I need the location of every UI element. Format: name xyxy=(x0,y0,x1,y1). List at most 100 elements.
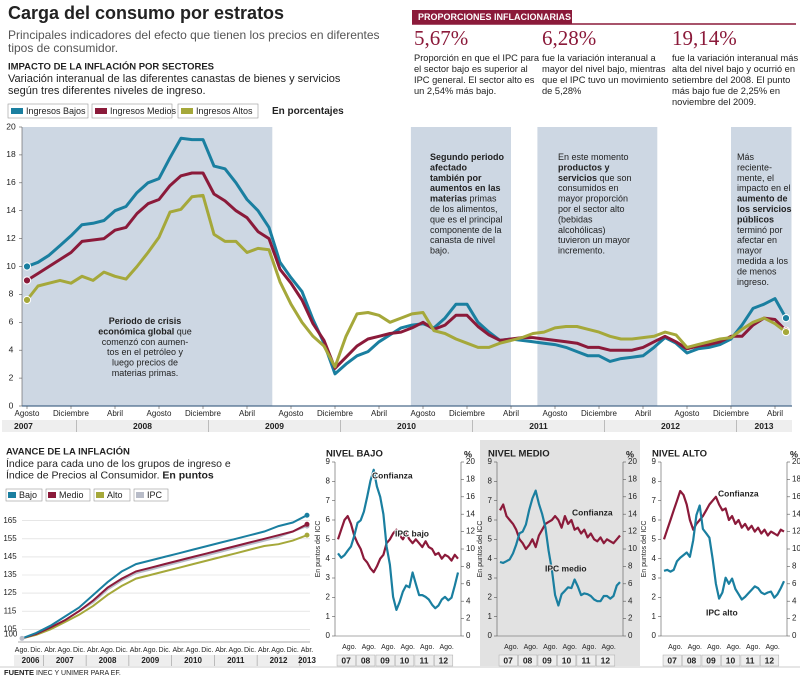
y2-tick-label: 6 xyxy=(628,579,633,588)
annotation-text: medida a los xyxy=(737,256,789,266)
annotation: también por xyxy=(430,173,482,183)
x-category-label: 07 xyxy=(667,655,677,665)
annotation: consumidos en xyxy=(558,184,619,194)
year-box xyxy=(356,654,376,667)
annotation-text: que es el principal xyxy=(430,215,503,225)
end-dot xyxy=(22,276,32,285)
annotation-text: que son xyxy=(597,173,632,183)
year-label: 2013 xyxy=(298,656,316,665)
y2-tick-label: 10 xyxy=(466,544,475,553)
x-tick-label: Ago. xyxy=(543,644,557,651)
y2-tick-label: 12 xyxy=(792,527,800,536)
y-tick-label: 4 xyxy=(488,554,493,563)
annotation: medida a los xyxy=(737,256,789,266)
y2-tick-label: 16 xyxy=(792,492,800,501)
annotation-text: luego precios de xyxy=(112,358,178,368)
end-dot xyxy=(22,262,32,271)
y-tick-label: 16 xyxy=(6,177,16,187)
y2-tick-label: 18 xyxy=(792,475,800,484)
series-line xyxy=(663,504,785,601)
x-tick-label: Abr. xyxy=(130,647,143,654)
stat-text: más bajo fue de 2,25% en xyxy=(672,86,780,96)
annotation-text: que xyxy=(174,327,192,337)
y-tick-label: 8 xyxy=(326,476,331,485)
y2-tick-label: 20 xyxy=(628,457,637,466)
annotation: afectar en xyxy=(737,236,777,246)
stat-text: de 5,28% xyxy=(542,86,581,96)
stats-tab xyxy=(412,10,572,24)
y2-tick-label: 0 xyxy=(792,631,797,640)
year-box xyxy=(701,654,721,667)
y-tick-label: 4 xyxy=(9,344,14,354)
y2-tick-label: 16 xyxy=(466,492,475,501)
stat-value: 5,67% xyxy=(414,26,468,50)
year-box xyxy=(518,654,538,667)
legend-swatch xyxy=(181,108,193,114)
x-category-label: 11 xyxy=(581,655,590,665)
annotation-text: terminó por xyxy=(737,225,783,235)
legend-swatch xyxy=(95,108,107,114)
annotation-text: (bebidas xyxy=(558,215,593,225)
annotation: comenzó con aumen- xyxy=(102,337,189,347)
x-category-label: 09 xyxy=(380,655,390,665)
year-box xyxy=(662,654,682,667)
stat-text: setiembre del 2008. El punto xyxy=(672,75,790,85)
y-tick-label: 135 xyxy=(3,570,17,579)
x-tick-label: Ago. xyxy=(401,644,415,651)
stat-value: 6,28% xyxy=(542,26,596,50)
annotation: Periodo de crisis xyxy=(109,316,182,326)
stat-text-text: fue la variación interanual a xyxy=(542,53,657,63)
annotation-text: tos en el petróleo y xyxy=(107,348,184,358)
annotation-text: públicos xyxy=(737,215,774,225)
x-tick-label: Agosto xyxy=(543,409,568,418)
legend-box xyxy=(91,103,173,119)
annotation-text: alcohólicas) xyxy=(558,225,606,235)
year-label: 2007 xyxy=(56,656,74,665)
year-box xyxy=(537,654,557,667)
x-tick-label: Abr. xyxy=(301,647,314,654)
annotation: aumentos en las xyxy=(430,184,501,194)
y-tick-label: 6 xyxy=(9,317,14,327)
stat-text: un 2,54% más bajo. xyxy=(414,86,496,96)
y2-tick-label: 12 xyxy=(466,527,475,536)
annotation: productos y xyxy=(558,163,610,173)
year-label: 2010 xyxy=(397,421,416,431)
y2-tick-label: 14 xyxy=(792,509,800,518)
legend-label: Ingresos Altos xyxy=(196,106,253,116)
x-tick-label: Ago. xyxy=(15,647,29,654)
x-category-label: 07 xyxy=(341,655,351,665)
annotation: aumento de xyxy=(737,194,788,204)
year-box xyxy=(498,654,518,667)
x-tick-label: Dic. xyxy=(244,647,256,654)
y2-tick-label: 20 xyxy=(466,457,475,466)
year-box xyxy=(576,654,596,667)
y2-tick-label: 6 xyxy=(792,579,797,588)
annotation: mayor xyxy=(737,246,762,256)
annotation: por el sector alto xyxy=(558,204,625,214)
annotation: económica global que xyxy=(98,327,192,337)
legend-swatch xyxy=(136,492,144,498)
x-tick-label: Dic. xyxy=(158,647,170,654)
y-tick-label: 115 xyxy=(4,606,17,615)
x-tick-label: Ago. xyxy=(186,647,200,654)
annotation-text: comenzó con aumen- xyxy=(102,337,189,347)
annotation-text: bajo. xyxy=(430,246,450,256)
annotation-text: servicios xyxy=(558,173,597,183)
chart-subtitle-text: Índice para cada uno de los grupos de in… xyxy=(6,457,231,470)
x-tick-label: Abr. xyxy=(173,647,186,654)
stats-title: PROPORCIONES INFLACIONARIAS xyxy=(418,12,571,22)
y-tick-label: 3 xyxy=(326,573,331,582)
year-box xyxy=(557,654,577,667)
legend-swatch xyxy=(96,492,104,498)
x-category-label: 12 xyxy=(601,655,611,665)
series-line xyxy=(662,489,785,540)
x-tick-label: Diciembre xyxy=(317,409,354,418)
x-tick-label: Ago. xyxy=(601,644,615,651)
y-tick-label: 20 xyxy=(6,121,16,131)
y-tick-label: 8 xyxy=(9,289,14,299)
x-category-label: 09 xyxy=(542,655,552,665)
annotation: Segundo periodo xyxy=(430,152,504,162)
x-tick-label: Dic. xyxy=(116,647,128,654)
annotation-text: los servicios xyxy=(737,204,792,214)
legend-box xyxy=(177,103,259,119)
